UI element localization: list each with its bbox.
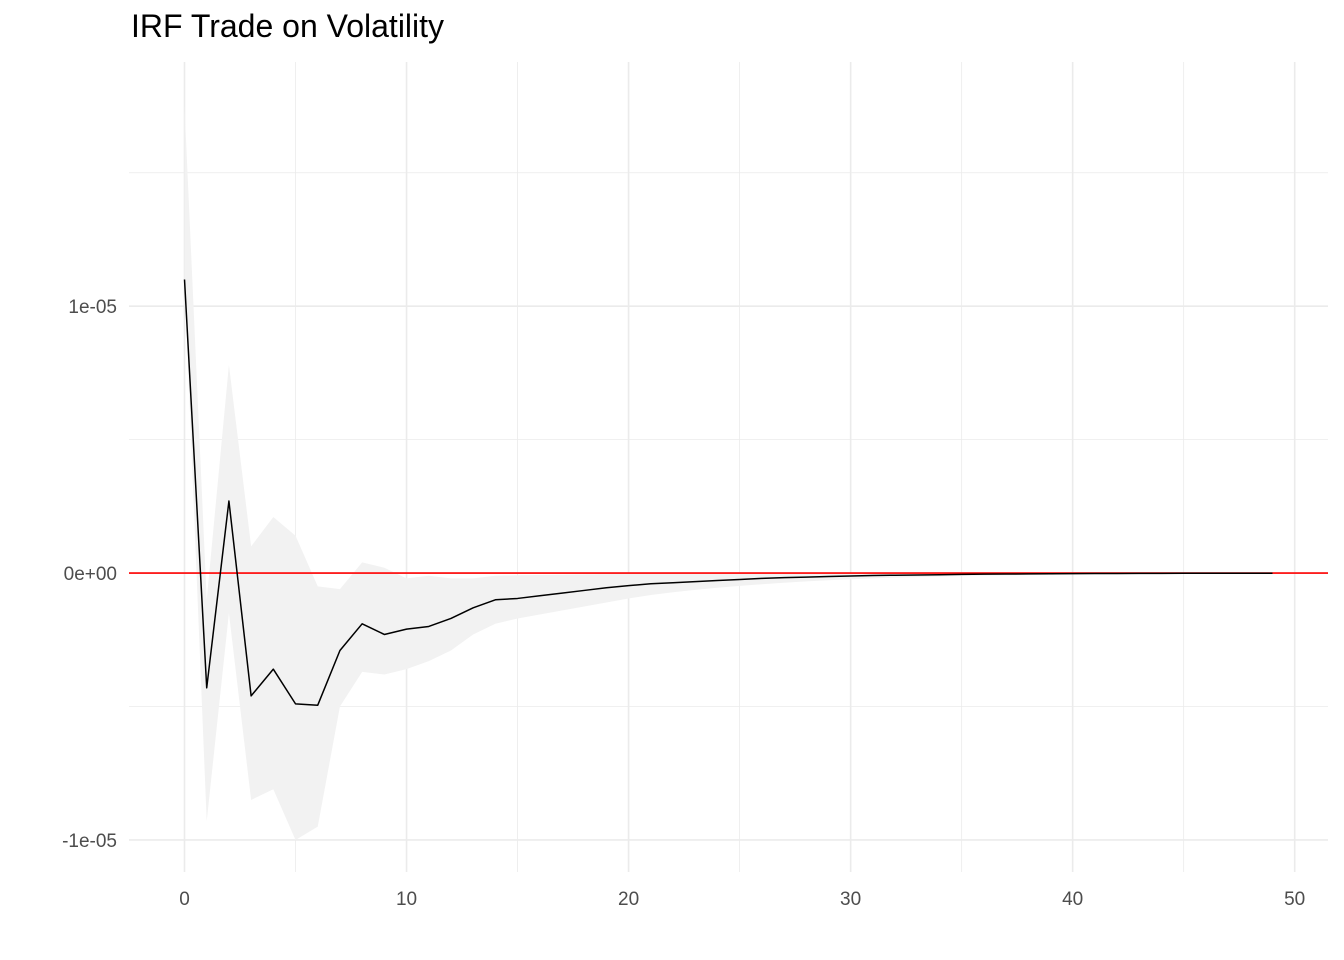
confidence-band xyxy=(184,106,1273,840)
y-tick-label: 0e+00 xyxy=(64,564,117,585)
y-axis-tick-labels: -1e-05 0e+00 1e-05 xyxy=(62,297,117,852)
x-tick-label: 50 xyxy=(1284,889,1305,910)
minor-gridlines xyxy=(129,62,1328,872)
response-line-layer xyxy=(183,279,1273,706)
y-tick-label: -1e-05 xyxy=(62,831,117,852)
x-tick-label: 20 xyxy=(618,889,639,910)
x-tick-label: 0 xyxy=(179,889,190,910)
x-axis-tick-labels: 0 10 20 30 40 50 xyxy=(179,889,1305,910)
x-tick-label: 30 xyxy=(840,889,861,910)
x-tick-label: 40 xyxy=(1062,889,1083,910)
x-tick-label: 10 xyxy=(396,889,417,910)
chart-title: IRF Trade on Volatility xyxy=(131,8,445,44)
confidence-band-layer xyxy=(184,106,1273,840)
y-tick-label: 1e-05 xyxy=(68,297,117,318)
impulse-response-line xyxy=(183,279,1273,706)
